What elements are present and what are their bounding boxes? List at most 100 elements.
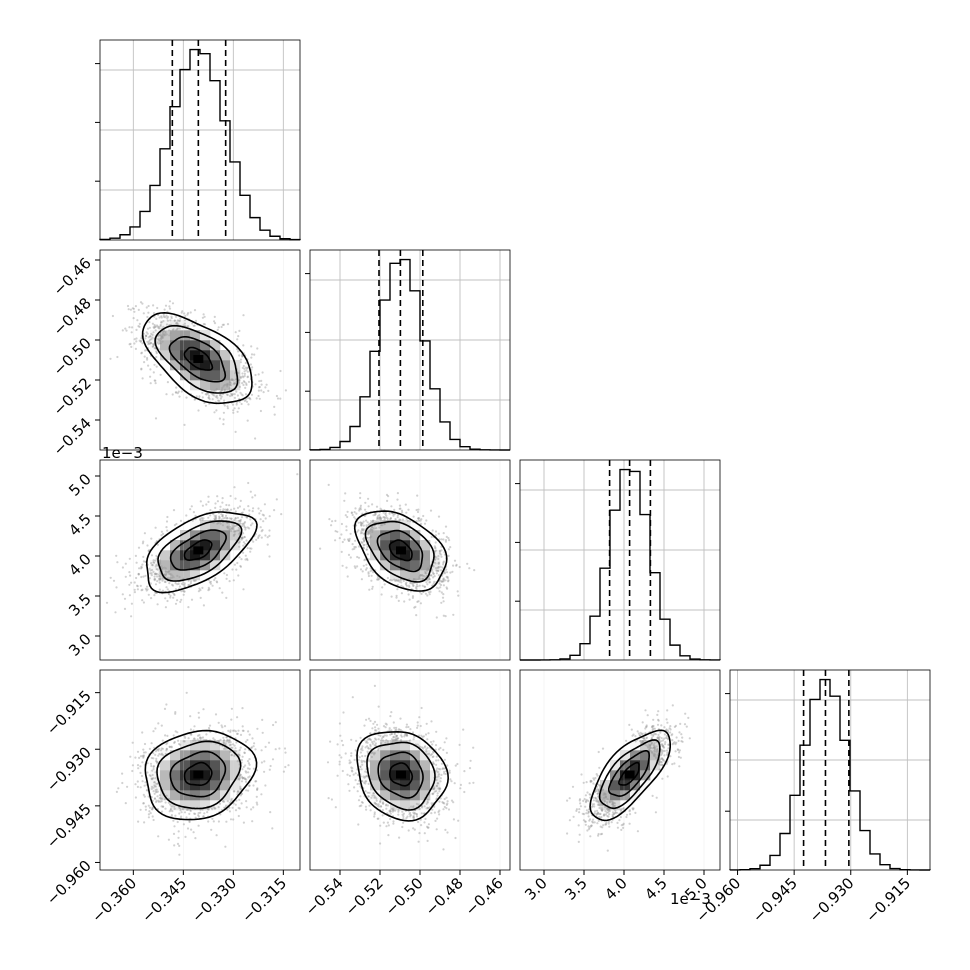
sample-point <box>185 514 188 517</box>
sample-point <box>348 759 351 762</box>
sample-point <box>154 785 157 788</box>
sample-point <box>164 332 167 335</box>
sample-point <box>340 739 343 742</box>
sample-point <box>171 302 175 305</box>
density-cell <box>370 790 381 801</box>
sample-point <box>242 541 245 544</box>
sample-point <box>230 753 234 757</box>
sample-point <box>653 746 656 749</box>
sample-point <box>233 382 236 385</box>
sample-point <box>619 808 622 812</box>
sample-point <box>246 526 249 529</box>
sample-point <box>597 783 600 787</box>
sample-point <box>250 547 253 550</box>
density-cell <box>210 740 221 751</box>
sample-point <box>644 727 647 730</box>
sample-point <box>145 331 148 334</box>
sample-point <box>437 574 440 577</box>
sample-point <box>596 803 600 806</box>
sample-point <box>258 512 261 515</box>
sample-point <box>183 585 186 588</box>
sample-point <box>226 808 229 811</box>
sample-point <box>373 811 376 814</box>
sample-point <box>370 579 373 582</box>
sample-point <box>219 397 222 400</box>
sample-point <box>373 744 376 747</box>
sample-point <box>368 760 371 763</box>
sample-point <box>183 740 186 743</box>
sample-point <box>174 602 178 605</box>
sample-point <box>157 749 160 752</box>
sample-point <box>441 566 444 569</box>
sample-point <box>415 815 419 818</box>
panel-frame-3-1 <box>309 669 511 871</box>
x-tick-label: −0.315 <box>238 874 290 926</box>
density-cell <box>200 740 211 751</box>
density-cell <box>420 570 431 581</box>
sample-point <box>604 805 607 809</box>
sample-point <box>430 753 433 756</box>
sample-point <box>447 548 450 551</box>
sample-point <box>233 486 236 489</box>
sample-point <box>139 584 142 588</box>
sample-point <box>158 797 161 800</box>
sample-point <box>202 604 205 607</box>
sample-point <box>142 755 145 758</box>
density-cell <box>210 760 221 771</box>
sample-point <box>439 797 442 800</box>
sample-point <box>150 537 153 540</box>
sample-point <box>401 518 404 521</box>
sample-point <box>600 807 604 810</box>
sample-point <box>169 809 172 812</box>
sample-point <box>434 562 437 565</box>
sample-point <box>144 574 147 577</box>
sample-point <box>247 730 250 733</box>
sample-point <box>669 755 672 758</box>
sample-point <box>182 324 185 327</box>
sample-point <box>184 314 187 317</box>
sample-point <box>235 799 238 802</box>
sample-point <box>658 760 661 763</box>
sample-point <box>152 331 155 334</box>
sample-point <box>215 394 218 397</box>
density-cell <box>180 760 191 771</box>
sample-point <box>432 761 435 764</box>
sample-point <box>245 778 248 781</box>
sample-point <box>152 570 155 574</box>
sample-point <box>386 517 389 520</box>
sample-point <box>156 580 159 583</box>
sample-point <box>577 840 580 844</box>
sample-point <box>431 571 434 574</box>
sample-point <box>246 370 249 373</box>
x-tick-label: −0.52 <box>342 874 387 919</box>
sample-point <box>233 393 236 396</box>
sample-point <box>416 743 419 746</box>
sample-point <box>149 368 152 371</box>
sample-point <box>136 585 139 588</box>
sample-point <box>192 729 195 732</box>
sample-point <box>242 383 245 387</box>
sample-point <box>432 582 435 585</box>
sample-point <box>261 718 264 722</box>
sample-point <box>166 319 169 322</box>
sample-point <box>419 574 422 577</box>
sample-point <box>417 840 420 843</box>
sample-point <box>380 517 383 520</box>
sample-point <box>241 707 244 710</box>
sample-point <box>362 547 365 550</box>
sample-point <box>234 803 237 806</box>
x-tick-label: −0.50 <box>382 874 427 919</box>
sample-point <box>180 390 183 393</box>
sample-point <box>163 333 166 336</box>
sample-point <box>239 787 243 791</box>
sample-point <box>367 758 370 761</box>
sample-point <box>445 571 449 574</box>
sample-point <box>153 797 157 800</box>
sample-point <box>369 732 372 735</box>
sample-point <box>222 323 225 326</box>
density-cell <box>410 540 421 551</box>
sample-point <box>348 789 351 792</box>
density-cell <box>600 790 611 801</box>
sample-point <box>400 581 403 584</box>
sample-point <box>434 819 437 823</box>
